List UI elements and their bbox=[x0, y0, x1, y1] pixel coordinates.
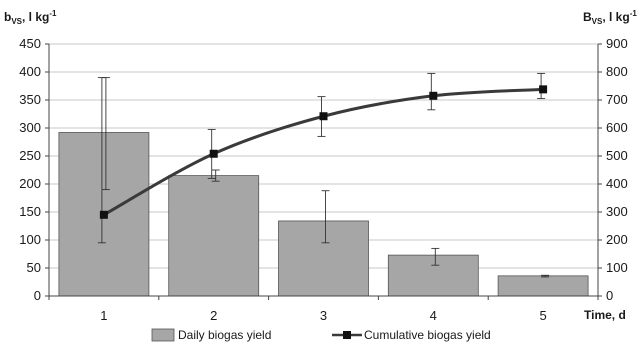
right-axis-title: BVS, l kg-1 bbox=[583, 9, 637, 26]
bar-4 bbox=[387, 254, 479, 297]
line-point-5 bbox=[539, 85, 548, 94]
x-tick-label-4: 4 bbox=[430, 308, 437, 323]
right-tick-label-500: 500 bbox=[606, 148, 628, 163]
bar-3 bbox=[278, 220, 369, 297]
bar-series bbox=[58, 132, 589, 297]
right-tick-label-700: 700 bbox=[606, 92, 628, 107]
bar-5 bbox=[497, 275, 589, 297]
left-tick-label-0: 0 bbox=[34, 288, 41, 303]
left-axis-title: bVS, l kg-1 bbox=[4, 9, 57, 26]
left-axis-ticks: 0 50 100 150 200 250 300 350 400 450 bbox=[19, 36, 49, 303]
legend: Daily biogas yield Cumulative biogas yie… bbox=[151, 328, 491, 342]
bar-error-5 bbox=[541, 274, 550, 278]
right-tick-label-400: 400 bbox=[606, 176, 628, 191]
bar-error-bars bbox=[101, 77, 550, 278]
legend-line-marker bbox=[343, 331, 351, 339]
left-tick-label-350: 350 bbox=[19, 92, 41, 107]
left-tick-label-150: 150 bbox=[19, 204, 41, 219]
right-axis-ticks: 0 100 200 300 400 500 600 700 800 900 bbox=[598, 36, 628, 303]
x-tick-label-3: 3 bbox=[320, 308, 327, 323]
bar-error-2 bbox=[211, 169, 220, 182]
bar-error-3 bbox=[321, 190, 330, 244]
line-series bbox=[99, 85, 548, 219]
line-point-2 bbox=[209, 149, 218, 158]
legend-bar-swatch bbox=[151, 328, 175, 342]
left-tick-label-200: 200 bbox=[19, 176, 41, 191]
right-tick-label-300: 300 bbox=[606, 204, 628, 219]
line-point-3 bbox=[319, 112, 328, 121]
left-tick-label-250: 250 bbox=[19, 148, 41, 163]
line-point-4 bbox=[429, 91, 438, 100]
line-error-4 bbox=[427, 72, 436, 111]
left-tick-label-50: 50 bbox=[27, 260, 41, 275]
right-tick-label-0: 0 bbox=[606, 288, 613, 303]
left-tick-label-400: 400 bbox=[19, 64, 41, 79]
right-tick-label-800: 800 bbox=[606, 64, 628, 79]
right-tick-label-100: 100 bbox=[606, 260, 628, 275]
bar-2 bbox=[168, 175, 260, 297]
right-tick-label-900: 900 bbox=[606, 36, 628, 51]
legend-line-label: Cumulative biogas yield bbox=[364, 328, 491, 342]
legend-bar-label: Daily biogas yield bbox=[178, 328, 271, 342]
left-tick-label-450: 450 bbox=[19, 36, 41, 51]
x-axis-ticks: 1 2 3 4 5 bbox=[48, 296, 599, 323]
left-tick-label-100: 100 bbox=[19, 232, 41, 247]
line-error-bars bbox=[97, 72, 546, 244]
bar-error-4 bbox=[431, 247, 440, 266]
x-tick-label-5: 5 bbox=[539, 308, 546, 323]
x-tick-label-2: 2 bbox=[210, 308, 217, 323]
axes bbox=[48, 44, 599, 297]
line-point-1 bbox=[99, 210, 108, 219]
left-tick-label-300: 300 bbox=[19, 120, 41, 135]
right-tick-label-600: 600 bbox=[606, 120, 628, 135]
x-axis-title: Time, d bbox=[584, 308, 626, 322]
x-tick-label-1: 1 bbox=[100, 308, 107, 323]
right-tick-label-200: 200 bbox=[606, 232, 628, 247]
